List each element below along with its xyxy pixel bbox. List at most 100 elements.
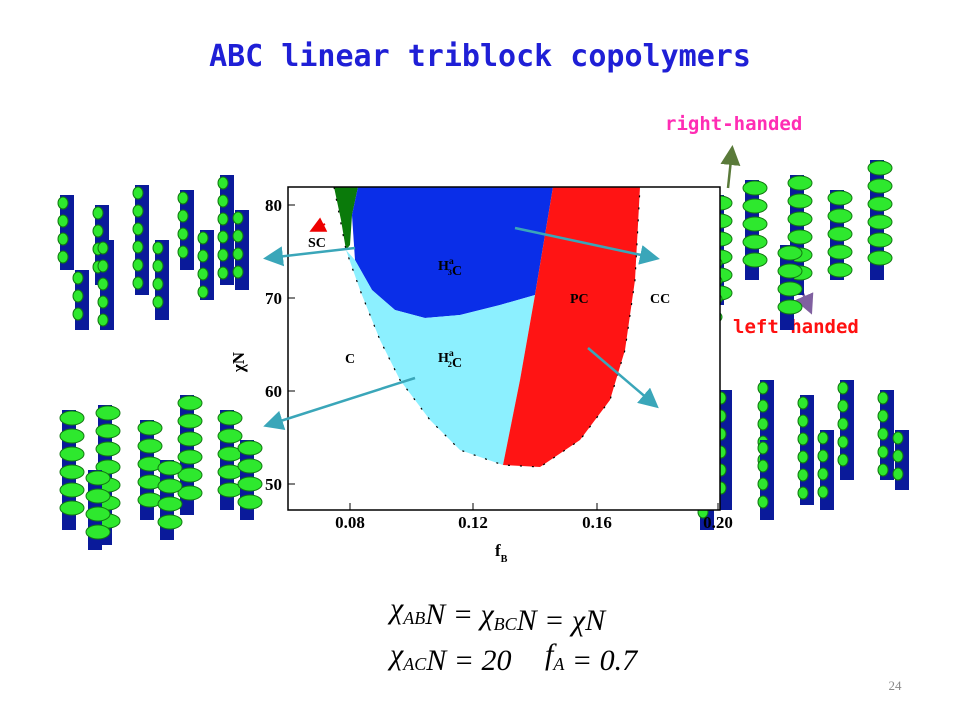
domain xyxy=(837,399,849,413)
domain xyxy=(132,258,144,272)
domain xyxy=(797,432,809,446)
text-part: = 0.7 xyxy=(564,644,639,677)
y-tick-label: 60 xyxy=(265,382,282,401)
region-label: C xyxy=(345,352,355,367)
domain xyxy=(217,194,229,208)
domain xyxy=(59,446,85,462)
domain xyxy=(787,229,813,245)
domain xyxy=(97,313,109,327)
x-axis-label: fB xyxy=(495,541,508,565)
y-tick-label: 80 xyxy=(265,196,282,215)
domain xyxy=(867,160,893,176)
x-tick-label: 0.08 xyxy=(335,513,365,532)
equation: fA = 0.7 xyxy=(545,638,639,677)
domain xyxy=(237,476,263,492)
domain xyxy=(132,276,144,290)
text-part: SC xyxy=(308,236,326,251)
region xyxy=(346,250,535,465)
domain xyxy=(197,249,209,263)
domain xyxy=(837,381,849,395)
domain xyxy=(817,467,829,481)
domain xyxy=(742,198,768,214)
domain xyxy=(867,196,893,212)
domain xyxy=(837,453,849,467)
domain xyxy=(137,420,163,436)
domain xyxy=(85,488,111,504)
subscript: AB xyxy=(402,608,425,628)
arrow xyxy=(587,347,659,409)
domain xyxy=(742,216,768,232)
region xyxy=(334,187,358,250)
domain xyxy=(177,209,189,223)
domain xyxy=(152,259,164,273)
domain xyxy=(177,395,203,411)
domain xyxy=(787,175,813,191)
domain xyxy=(827,226,853,242)
domain xyxy=(797,414,809,428)
domain xyxy=(867,214,893,230)
superscript: a xyxy=(449,256,454,267)
domain xyxy=(877,463,889,477)
subscript: B xyxy=(501,554,508,565)
domain xyxy=(827,262,853,278)
domain xyxy=(85,470,111,486)
domain xyxy=(742,234,768,250)
y-axis-label: χN xyxy=(229,351,248,373)
domain xyxy=(152,241,164,255)
domain xyxy=(237,440,263,456)
domain xyxy=(892,431,904,445)
domain xyxy=(777,245,803,261)
domain xyxy=(757,441,769,455)
text-part: f xyxy=(495,541,501,560)
domain xyxy=(57,214,69,228)
domain xyxy=(877,427,889,441)
domain xyxy=(867,232,893,248)
domain xyxy=(237,458,263,474)
domain xyxy=(57,250,69,264)
domain xyxy=(817,485,829,499)
domain xyxy=(817,431,829,445)
domain xyxy=(232,247,244,261)
domain xyxy=(217,248,229,262)
equation: χACN = 20 xyxy=(387,638,511,677)
domain xyxy=(157,496,183,512)
domain xyxy=(157,460,183,476)
domain xyxy=(57,196,69,210)
domain xyxy=(59,464,85,480)
domain xyxy=(177,227,189,241)
domain xyxy=(797,396,809,410)
text-part: H xyxy=(438,259,449,274)
domain xyxy=(177,245,189,259)
domain xyxy=(152,295,164,309)
domain xyxy=(777,263,803,279)
region-label: Ha 2C xyxy=(438,348,462,371)
domain xyxy=(177,413,203,429)
subscript: BC xyxy=(494,614,518,634)
domain xyxy=(217,212,229,226)
region-label: Ha 3C xyxy=(438,256,462,279)
domain xyxy=(97,295,109,309)
subscript: A xyxy=(552,654,565,674)
domain xyxy=(177,191,189,205)
domain xyxy=(137,438,163,454)
domain xyxy=(827,208,853,224)
domain xyxy=(97,277,109,291)
domain xyxy=(72,271,84,285)
domain xyxy=(742,180,768,196)
domain xyxy=(157,514,183,530)
domain xyxy=(59,410,85,426)
domain xyxy=(742,252,768,268)
domain xyxy=(837,417,849,431)
y-tick-label: 70 xyxy=(265,289,282,308)
arrow xyxy=(263,376,416,430)
text-part: χ xyxy=(387,638,404,671)
text-part: N = 20 xyxy=(425,644,511,677)
text-part: N = χ xyxy=(424,598,494,631)
page-number: 24 xyxy=(889,678,903,693)
domain xyxy=(892,449,904,463)
domain xyxy=(797,468,809,482)
domain xyxy=(827,244,853,260)
domain xyxy=(72,289,84,303)
domain xyxy=(817,449,829,463)
